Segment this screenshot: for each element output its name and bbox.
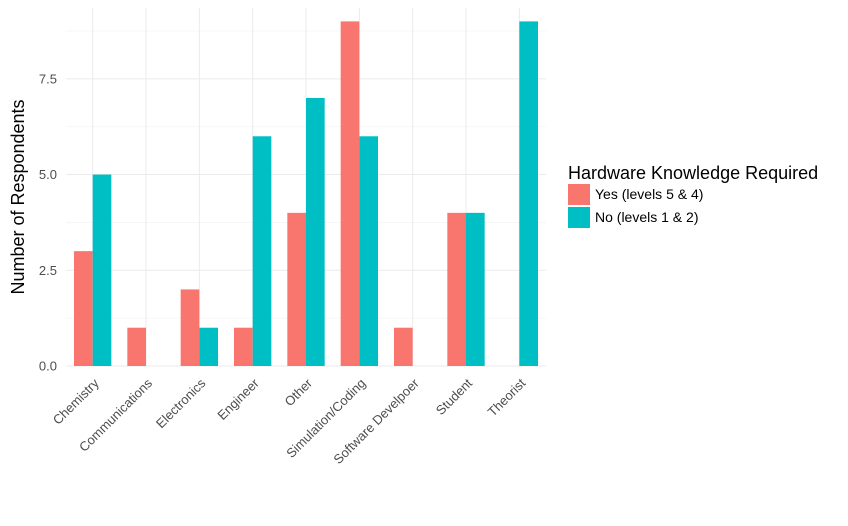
bar: [447, 212, 466, 366]
y-tick-label: 7.5: [39, 71, 57, 86]
bar: [466, 212, 485, 366]
bar: [199, 327, 218, 366]
y-axis-title: Number of Respondents: [8, 99, 28, 294]
bar: [74, 251, 93, 366]
x-tick-label: Engineer: [214, 375, 262, 423]
bar: [340, 21, 360, 367]
x-tick-label: Theorist: [485, 375, 529, 419]
legend: Hardware Knowledge Required Yes (levels …: [568, 163, 818, 228]
bar: [234, 327, 253, 366]
x-tick-label: Student: [433, 375, 476, 418]
legend-label: No (levels 1 & 2): [595, 209, 698, 225]
legend-title: Hardware Knowledge Required: [568, 163, 818, 183]
y-axis-ticks: 0.0 2.5 5.0 7.5: [39, 71, 57, 373]
legend-swatch: [568, 207, 590, 228]
bar: [359, 136, 378, 366]
x-tick-label: Electronics: [153, 375, 209, 431]
bar: [287, 212, 306, 366]
legend-label: Yes (levels 5 & 4): [595, 186, 703, 202]
bar: [519, 21, 538, 367]
x-tick-label: Chemistry: [50, 375, 102, 427]
bar: [306, 97, 325, 366]
bar: [252, 136, 272, 366]
bars: [74, 21, 538, 367]
x-tick-label: Other: [282, 375, 316, 409]
y-tick-label: 5.0: [39, 167, 57, 182]
y-tick-label: 2.5: [39, 263, 57, 278]
bar: [394, 327, 413, 366]
bar: [127, 327, 146, 366]
bar: [180, 289, 200, 366]
y-tick-label: 0.0: [39, 359, 57, 374]
bar: [92, 174, 112, 366]
legend-swatch: [568, 184, 590, 205]
